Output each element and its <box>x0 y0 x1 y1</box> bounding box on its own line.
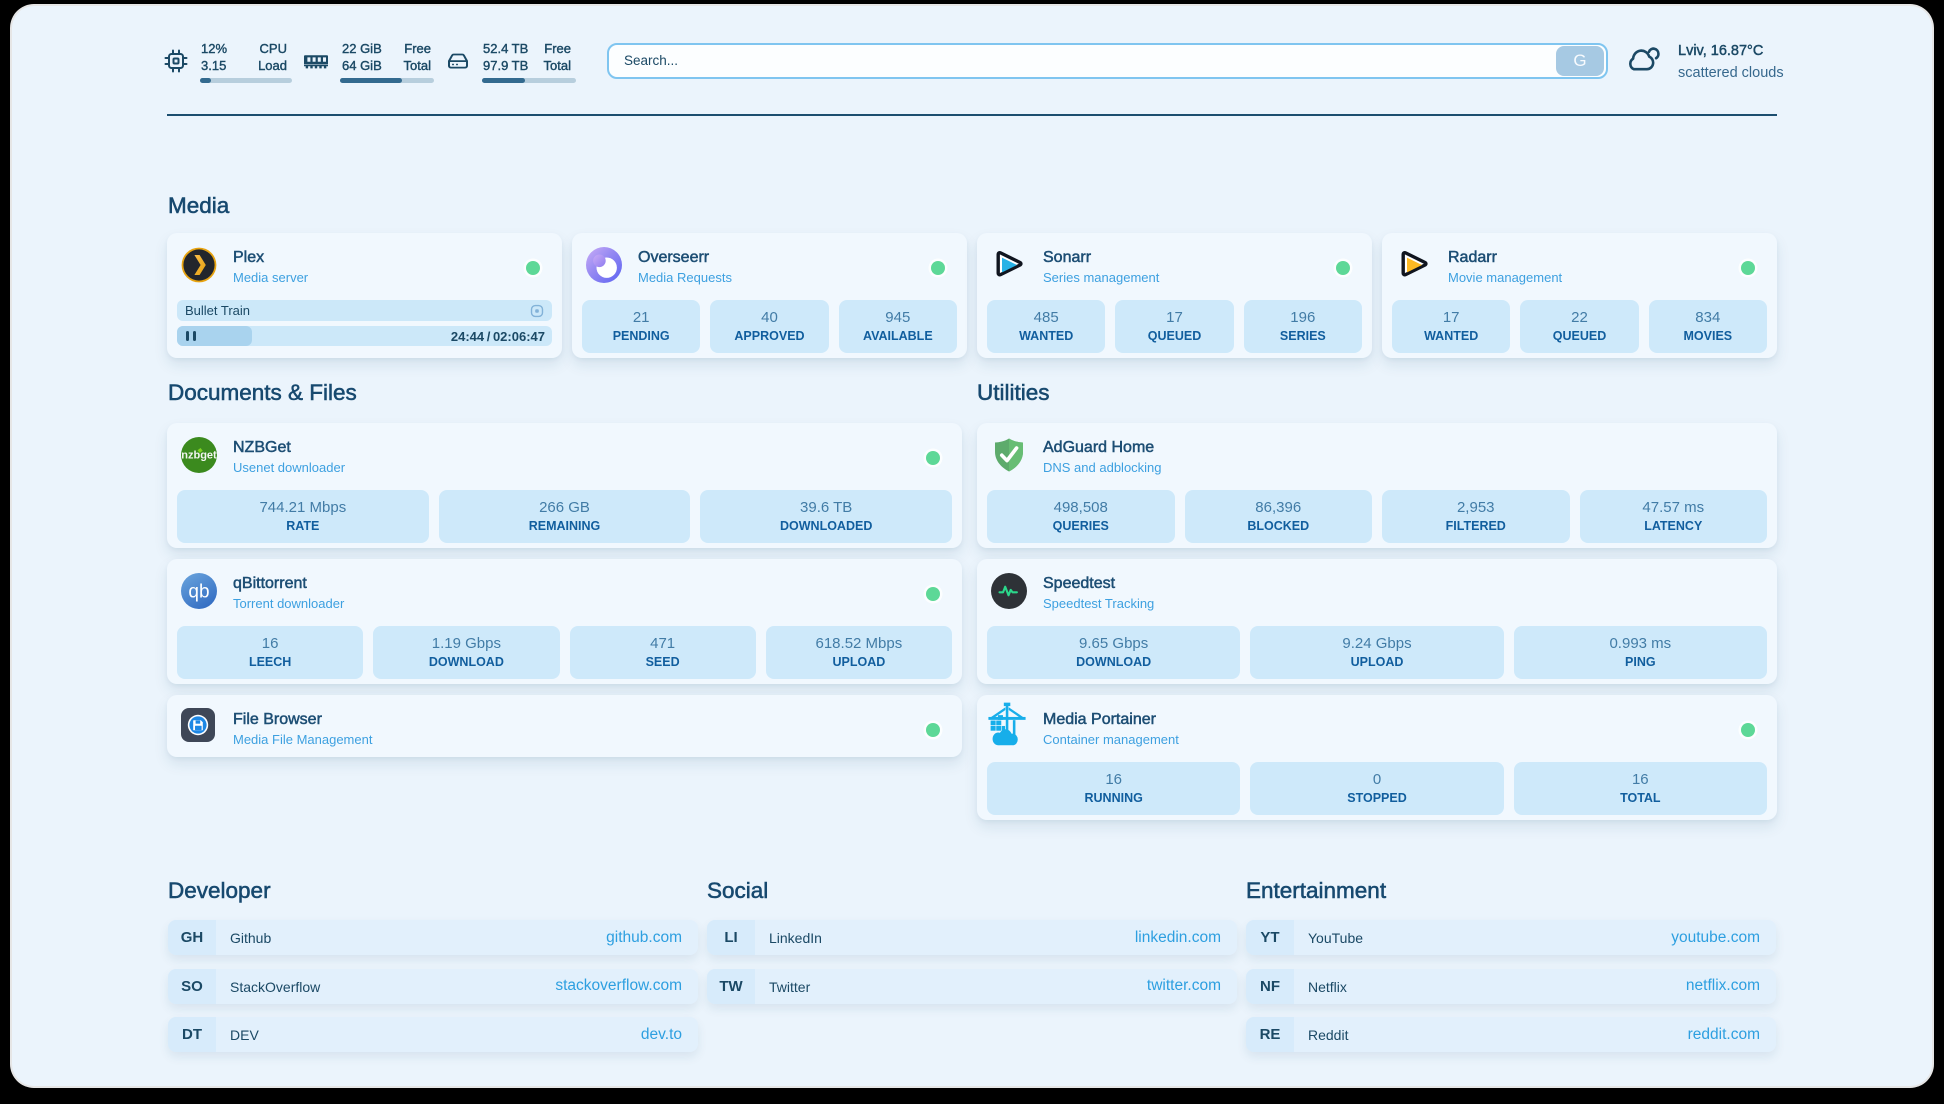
svg-text:qb: qb <box>188 582 209 603</box>
svg-text:nzbget: nzbget <box>181 450 217 462</box>
